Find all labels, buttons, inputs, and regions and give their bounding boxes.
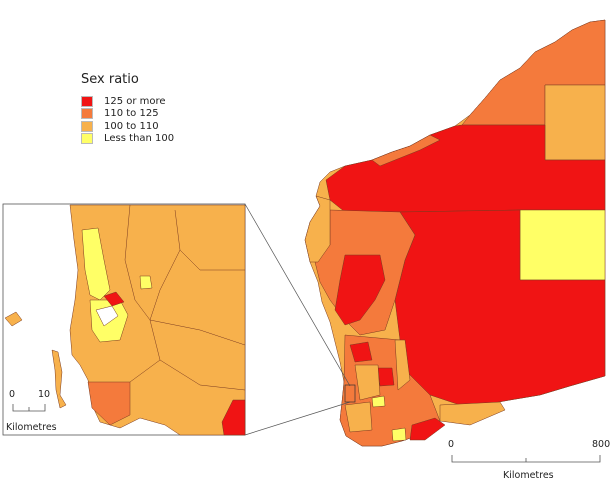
legend-item: 110 to 125 (81, 108, 174, 121)
region-sw-light-1 (354, 364, 381, 401)
inset-red-se (221, 399, 246, 436)
legend-item: 125 or more (81, 95, 174, 108)
region-south-coast-red (409, 417, 446, 441)
legend-title: Sex ratio (81, 72, 139, 87)
region-murchison-red (334, 254, 386, 326)
inset-locator-box (344, 384, 356, 403)
region-pilbara-coast (371, 134, 441, 167)
legend-swatch (81, 95, 93, 107)
region-east-kimberley (544, 84, 606, 161)
legend-swatch (81, 133, 93, 145)
main-scale-start: 0 (448, 439, 455, 450)
region-yellow-east (519, 209, 606, 281)
region-sw-red-1 (349, 341, 373, 363)
main-scale-unit: Kilometres (503, 470, 554, 480)
inset-orange-sw (87, 381, 131, 426)
inset-island (4, 311, 23, 327)
legend-item: 100 to 110 (81, 120, 174, 133)
legend-label: Less than 100 (104, 133, 175, 145)
inset-scale-end: 10 (38, 389, 51, 400)
region-esperance (439, 401, 506, 426)
inset-scale-start: 0 (9, 389, 16, 400)
inset-island-2 (51, 349, 67, 409)
callout-line-bottom (244, 401, 351, 436)
main-scale-bar (451, 455, 601, 463)
inset-yellow-small (139, 275, 153, 290)
legend-swatch (81, 120, 93, 132)
callout-line-top (244, 203, 351, 387)
legend: Sex ratio 125 or more 110 to 125 100 to … (81, 72, 174, 145)
legend-label: 100 to 110 (104, 120, 159, 132)
main-scale-end: 800 (592, 439, 611, 450)
legend-item: Less than 100 (81, 133, 174, 146)
inset-white-river (95, 305, 119, 327)
legend-label: 110 to 125 (104, 108, 159, 120)
region-sw-red-2 (377, 367, 395, 387)
legend-label: 125 or more (104, 95, 166, 107)
region-west-coast (304, 195, 331, 263)
region-sw-light-2 (344, 401, 373, 433)
legend-swatch (81, 108, 93, 120)
region-sw-yellow-2 (391, 427, 407, 442)
region-light-east (394, 339, 411, 391)
inset-scale-unit: Kilometres (6, 422, 57, 433)
inset-map (2, 203, 246, 436)
inset-scale-bar (12, 404, 46, 412)
region-sw-yellow (371, 395, 386, 408)
inset-yellow-north (81, 227, 111, 301)
inset-red-center (103, 291, 125, 307)
